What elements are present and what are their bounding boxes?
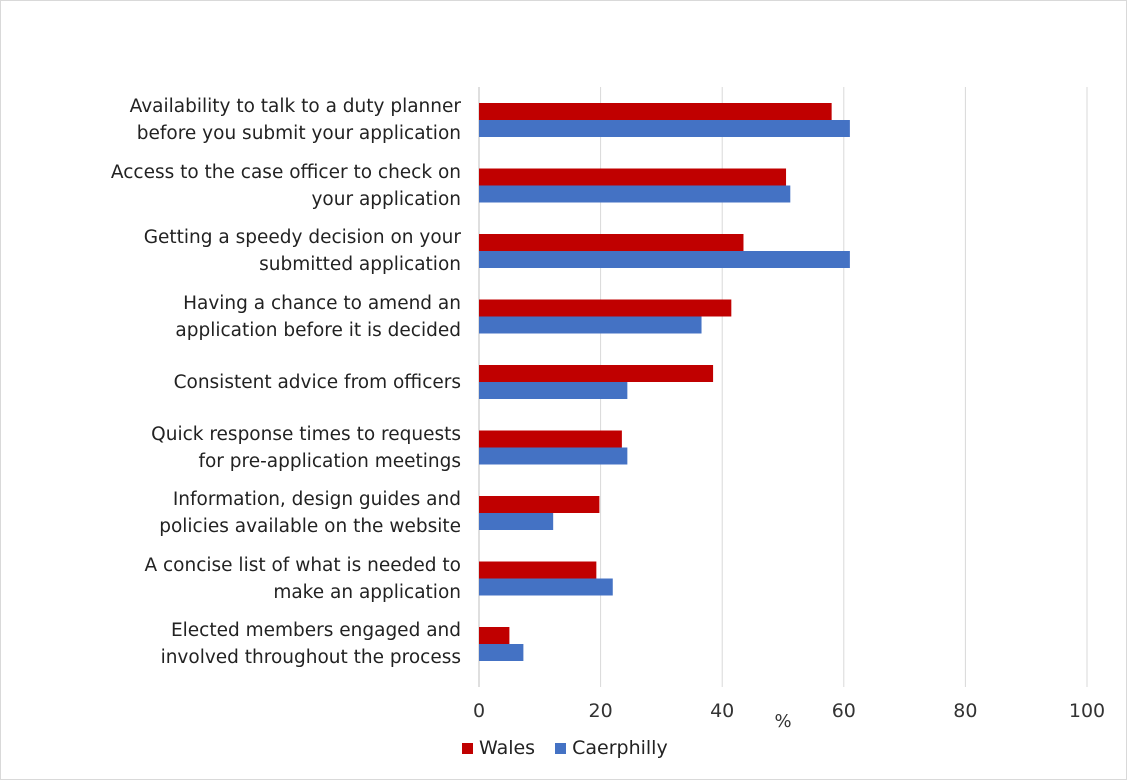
category-label: Availability to talk to a duty planner be… xyxy=(130,93,461,147)
legend-label-wales: Wales xyxy=(479,737,536,759)
category-label: Having a chance to amend an application b… xyxy=(175,290,461,344)
x-tick-labels: 0 20 40 60 80 100 xyxy=(473,700,1105,722)
bar-wales-8 xyxy=(479,627,510,644)
category-label-line: Access to the case officer to check on xyxy=(110,161,461,183)
category-label-line: submitted application xyxy=(259,254,461,275)
bar-wales-6 xyxy=(479,496,600,513)
bar-caerphilly-5 xyxy=(479,447,628,465)
category-label: Information, design guides and policies a… xyxy=(159,486,461,540)
category-label-line: make an application xyxy=(273,581,461,603)
category-label-line: A concise list of what is needed to xyxy=(144,554,461,576)
bar-caerphilly-8 xyxy=(479,644,524,661)
bar-wales-7 xyxy=(479,561,597,579)
category-label: Elected members engaged and involved thro… xyxy=(161,617,461,671)
category-label: Consistent advice from officers xyxy=(174,369,461,396)
legend-item-wales: Wales xyxy=(462,737,535,759)
category-label-line: Quick response times to requests xyxy=(151,423,461,445)
bars xyxy=(479,103,850,661)
category-label-line: Availability to talk to a duty planner xyxy=(129,96,461,117)
bar-caerphilly-1 xyxy=(479,185,791,203)
category-label-line: Information, design guides and xyxy=(172,489,461,510)
bar-wales-4 xyxy=(479,365,714,382)
bar-wales-0 xyxy=(479,103,832,120)
legend-swatch-wales xyxy=(462,742,473,754)
bar-caerphilly-0 xyxy=(479,120,850,137)
category-label-line: Elected members engaged and xyxy=(170,620,461,641)
bar-wales-1 xyxy=(479,168,787,186)
category-label: Quick response times to requests for pre-… xyxy=(151,421,461,475)
category-label-line: your application xyxy=(311,188,461,210)
bar-caerphilly-7 xyxy=(479,578,613,596)
category-label: A concise list of what is needed to make … xyxy=(144,552,461,606)
category-label-line: policies available on the website xyxy=(159,516,461,537)
x-tick-label: 20 xyxy=(589,700,613,722)
bar-caerphilly-3 xyxy=(479,316,702,334)
category-label-line: before you submit your application xyxy=(136,123,461,144)
x-tick-label: 60 xyxy=(832,700,856,722)
x-tick-label: 80 xyxy=(953,700,977,722)
bar-caerphilly-2 xyxy=(479,251,850,268)
bar-caerphilly-4 xyxy=(479,382,628,399)
x-tick-label: 40 xyxy=(710,700,734,722)
bar-wales-3 xyxy=(479,299,732,317)
x-tick-label: 100 xyxy=(1069,700,1105,722)
legend-label-caerphilly: Caerphilly xyxy=(572,737,668,759)
category-label-line: Having a chance to amend an xyxy=(183,292,461,314)
category-label-line: involved throughout the process xyxy=(160,647,461,668)
x-tick-label: 0 xyxy=(473,700,485,722)
legend-item-caerphilly: Caerphilly xyxy=(555,737,668,759)
category-label-line: for pre-application meetings xyxy=(198,450,461,472)
legend-swatch-caerphilly xyxy=(555,742,567,754)
category-label-line: Consistent advice from officers xyxy=(173,371,461,393)
bar-wales-5 xyxy=(479,430,622,448)
category-label-line: application before it is decided xyxy=(175,319,461,341)
x-axis-label: % xyxy=(774,711,791,732)
bar-wales-2 xyxy=(479,234,744,251)
category-label-line: Getting a speedy decision on your xyxy=(143,227,461,248)
category-label: Getting a speedy decision on your submitt… xyxy=(144,224,461,278)
legend: Wales Caerphilly xyxy=(462,737,668,759)
bar-caerphilly-6 xyxy=(479,513,554,530)
category-label: Access to the case officer to check on yo… xyxy=(111,159,461,213)
